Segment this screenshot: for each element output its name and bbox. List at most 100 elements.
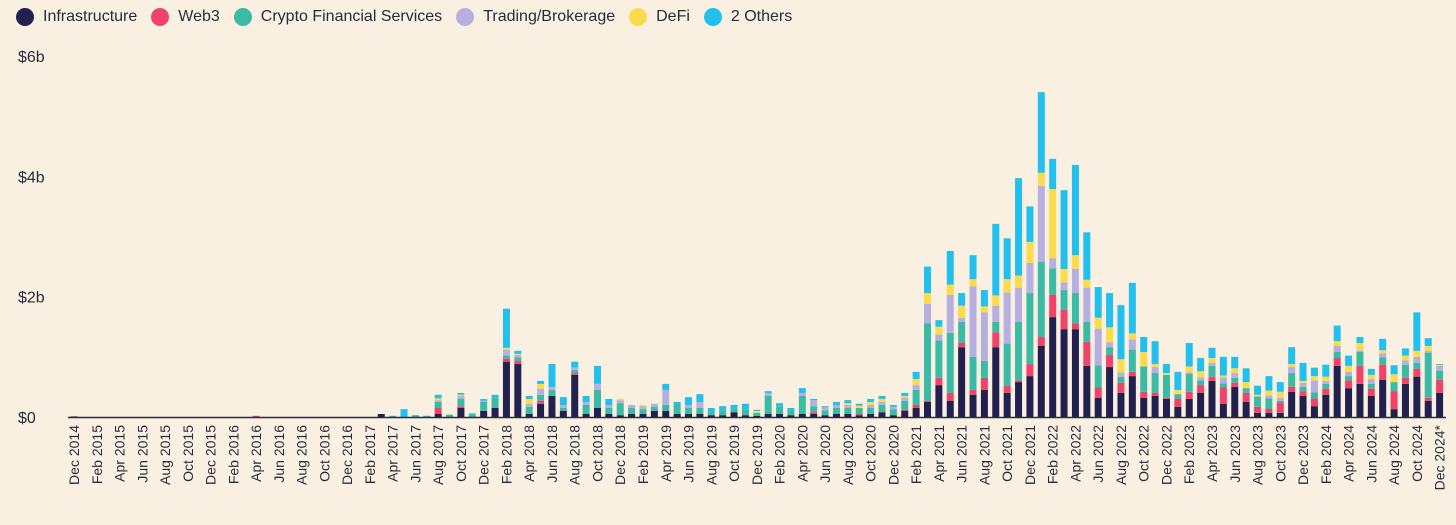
bar-segment[interactable]: [1003, 343, 1011, 386]
bar-segment[interactable]: [1128, 339, 1136, 350]
bar-segment[interactable]: [980, 377, 988, 390]
bar-segment[interactable]: [1276, 391, 1284, 398]
bar-segment[interactable]: [935, 340, 943, 378]
bar-segment[interactable]: [1197, 358, 1205, 372]
bar-segment[interactable]: [514, 357, 522, 362]
bar-segment[interactable]: [605, 413, 613, 417]
bar-segment[interactable]: [1265, 412, 1273, 417]
bar-segment[interactable]: [457, 406, 465, 408]
bar-segment[interactable]: [832, 407, 840, 414]
bar-segment[interactable]: [593, 365, 601, 384]
bar-segment[interactable]: [787, 410, 795, 416]
bar-segment[interactable]: [1367, 374, 1375, 380]
bar-segment[interactable]: [1345, 371, 1353, 377]
bar-segment[interactable]: [889, 415, 897, 417]
bar-segment[interactable]: [1288, 347, 1296, 365]
bar-segment[interactable]: [1162, 397, 1170, 399]
bar-segment[interactable]: [1174, 394, 1182, 399]
bar-segment[interactable]: [468, 414, 476, 417]
bar-segment[interactable]: [616, 403, 624, 416]
bar-segment[interactable]: [798, 395, 806, 414]
bar-segment[interactable]: [1276, 412, 1284, 417]
bar-segment[interactable]: [650, 410, 658, 417]
bar-segment[interactable]: [1071, 268, 1079, 294]
bar-segment[interactable]: [537, 403, 545, 417]
bar-segment[interactable]: [1356, 365, 1364, 384]
bar-segment[interactable]: [1231, 368, 1239, 374]
bar-segment[interactable]: [1345, 388, 1353, 417]
bar-segment[interactable]: [901, 410, 909, 417]
bar-segment[interactable]: [832, 413, 840, 417]
bar-segment[interactable]: [764, 395, 772, 414]
bar-segment[interactable]: [252, 415, 260, 417]
bar-segment[interactable]: [1333, 352, 1341, 359]
bar-segment[interactable]: [878, 398, 886, 402]
bar-segment[interactable]: [1288, 386, 1296, 392]
bar-segment[interactable]: [764, 391, 772, 393]
bar-segment[interactable]: [1310, 406, 1318, 417]
bar-segment[interactable]: [502, 308, 510, 348]
bar-segment[interactable]: [1197, 392, 1205, 417]
bar-segment[interactable]: [434, 407, 442, 414]
bar-segment[interactable]: [992, 295, 1000, 306]
bar-segment[interactable]: [514, 361, 522, 365]
bar-segment[interactable]: [480, 400, 488, 402]
bar-segment[interactable]: [1254, 396, 1262, 407]
bar-segment[interactable]: [571, 373, 579, 375]
bar-segment[interactable]: [753, 410, 761, 413]
bar-segment[interactable]: [1242, 392, 1250, 402]
bar-segment[interactable]: [832, 401, 840, 405]
bar-segment[interactable]: [844, 407, 852, 414]
bar-segment[interactable]: [1401, 348, 1409, 356]
bar-segment[interactable]: [1151, 395, 1159, 417]
bar-segment[interactable]: [1356, 352, 1364, 366]
bar-segment[interactable]: [1390, 391, 1398, 410]
bar-segment[interactable]: [1049, 258, 1057, 269]
bar-segment[interactable]: [1197, 380, 1205, 386]
bar-segment[interactable]: [821, 406, 829, 408]
bar-segment[interactable]: [696, 407, 704, 414]
bar-segment[interactable]: [1185, 391, 1193, 399]
bar-segment[interactable]: [1140, 366, 1148, 392]
bar-segment[interactable]: [1094, 328, 1102, 366]
bar-segment[interactable]: [821, 407, 829, 411]
bar-segment[interactable]: [1436, 365, 1444, 371]
bar-segment[interactable]: [810, 398, 818, 401]
bar-segment[interactable]: [1367, 368, 1375, 375]
bar-segment[interactable]: [969, 356, 977, 390]
bar-segment[interactable]: [969, 279, 977, 287]
bar-segment[interactable]: [844, 413, 852, 417]
bar-segment[interactable]: [1276, 382, 1284, 392]
bar-segment[interactable]: [1424, 400, 1432, 417]
bar-segment[interactable]: [457, 395, 465, 399]
bar-segment[interactable]: [867, 398, 875, 402]
bar-segment[interactable]: [1003, 392, 1011, 417]
bar-segment[interactable]: [980, 290, 988, 307]
bar-segment[interactable]: [1094, 287, 1102, 318]
bar-segment[interactable]: [514, 350, 522, 354]
bar-segment[interactable]: [924, 400, 931, 402]
bar-segment[interactable]: [1106, 367, 1114, 417]
bar-segment[interactable]: [628, 404, 636, 408]
bar-segment[interactable]: [1322, 376, 1330, 381]
bar-segment[interactable]: [1231, 377, 1239, 383]
bar-segment[interactable]: [628, 407, 636, 414]
bar-segment[interactable]: [1436, 364, 1444, 365]
bar-segment[interactable]: [1379, 379, 1387, 417]
bar-segment[interactable]: [741, 403, 749, 410]
bar-segment[interactable]: [1254, 394, 1262, 397]
bar-segment[interactable]: [1049, 317, 1057, 417]
bar-segment[interactable]: [798, 413, 806, 417]
bar-segment[interactable]: [537, 400, 545, 404]
bar-segment[interactable]: [434, 394, 442, 399]
bar-segment[interactable]: [1151, 367, 1159, 374]
bar-segment[interactable]: [1049, 268, 1057, 295]
bar-segment[interactable]: [1231, 373, 1239, 378]
bar-segment[interactable]: [480, 401, 488, 411]
bar-segment[interactable]: [935, 385, 943, 417]
bar-segment[interactable]: [1379, 338, 1387, 351]
bar-segment[interactable]: [1299, 362, 1307, 381]
bar-segment[interactable]: [889, 404, 897, 407]
bar-segment[interactable]: [901, 392, 909, 396]
bar-segment[interactable]: [1345, 376, 1353, 381]
